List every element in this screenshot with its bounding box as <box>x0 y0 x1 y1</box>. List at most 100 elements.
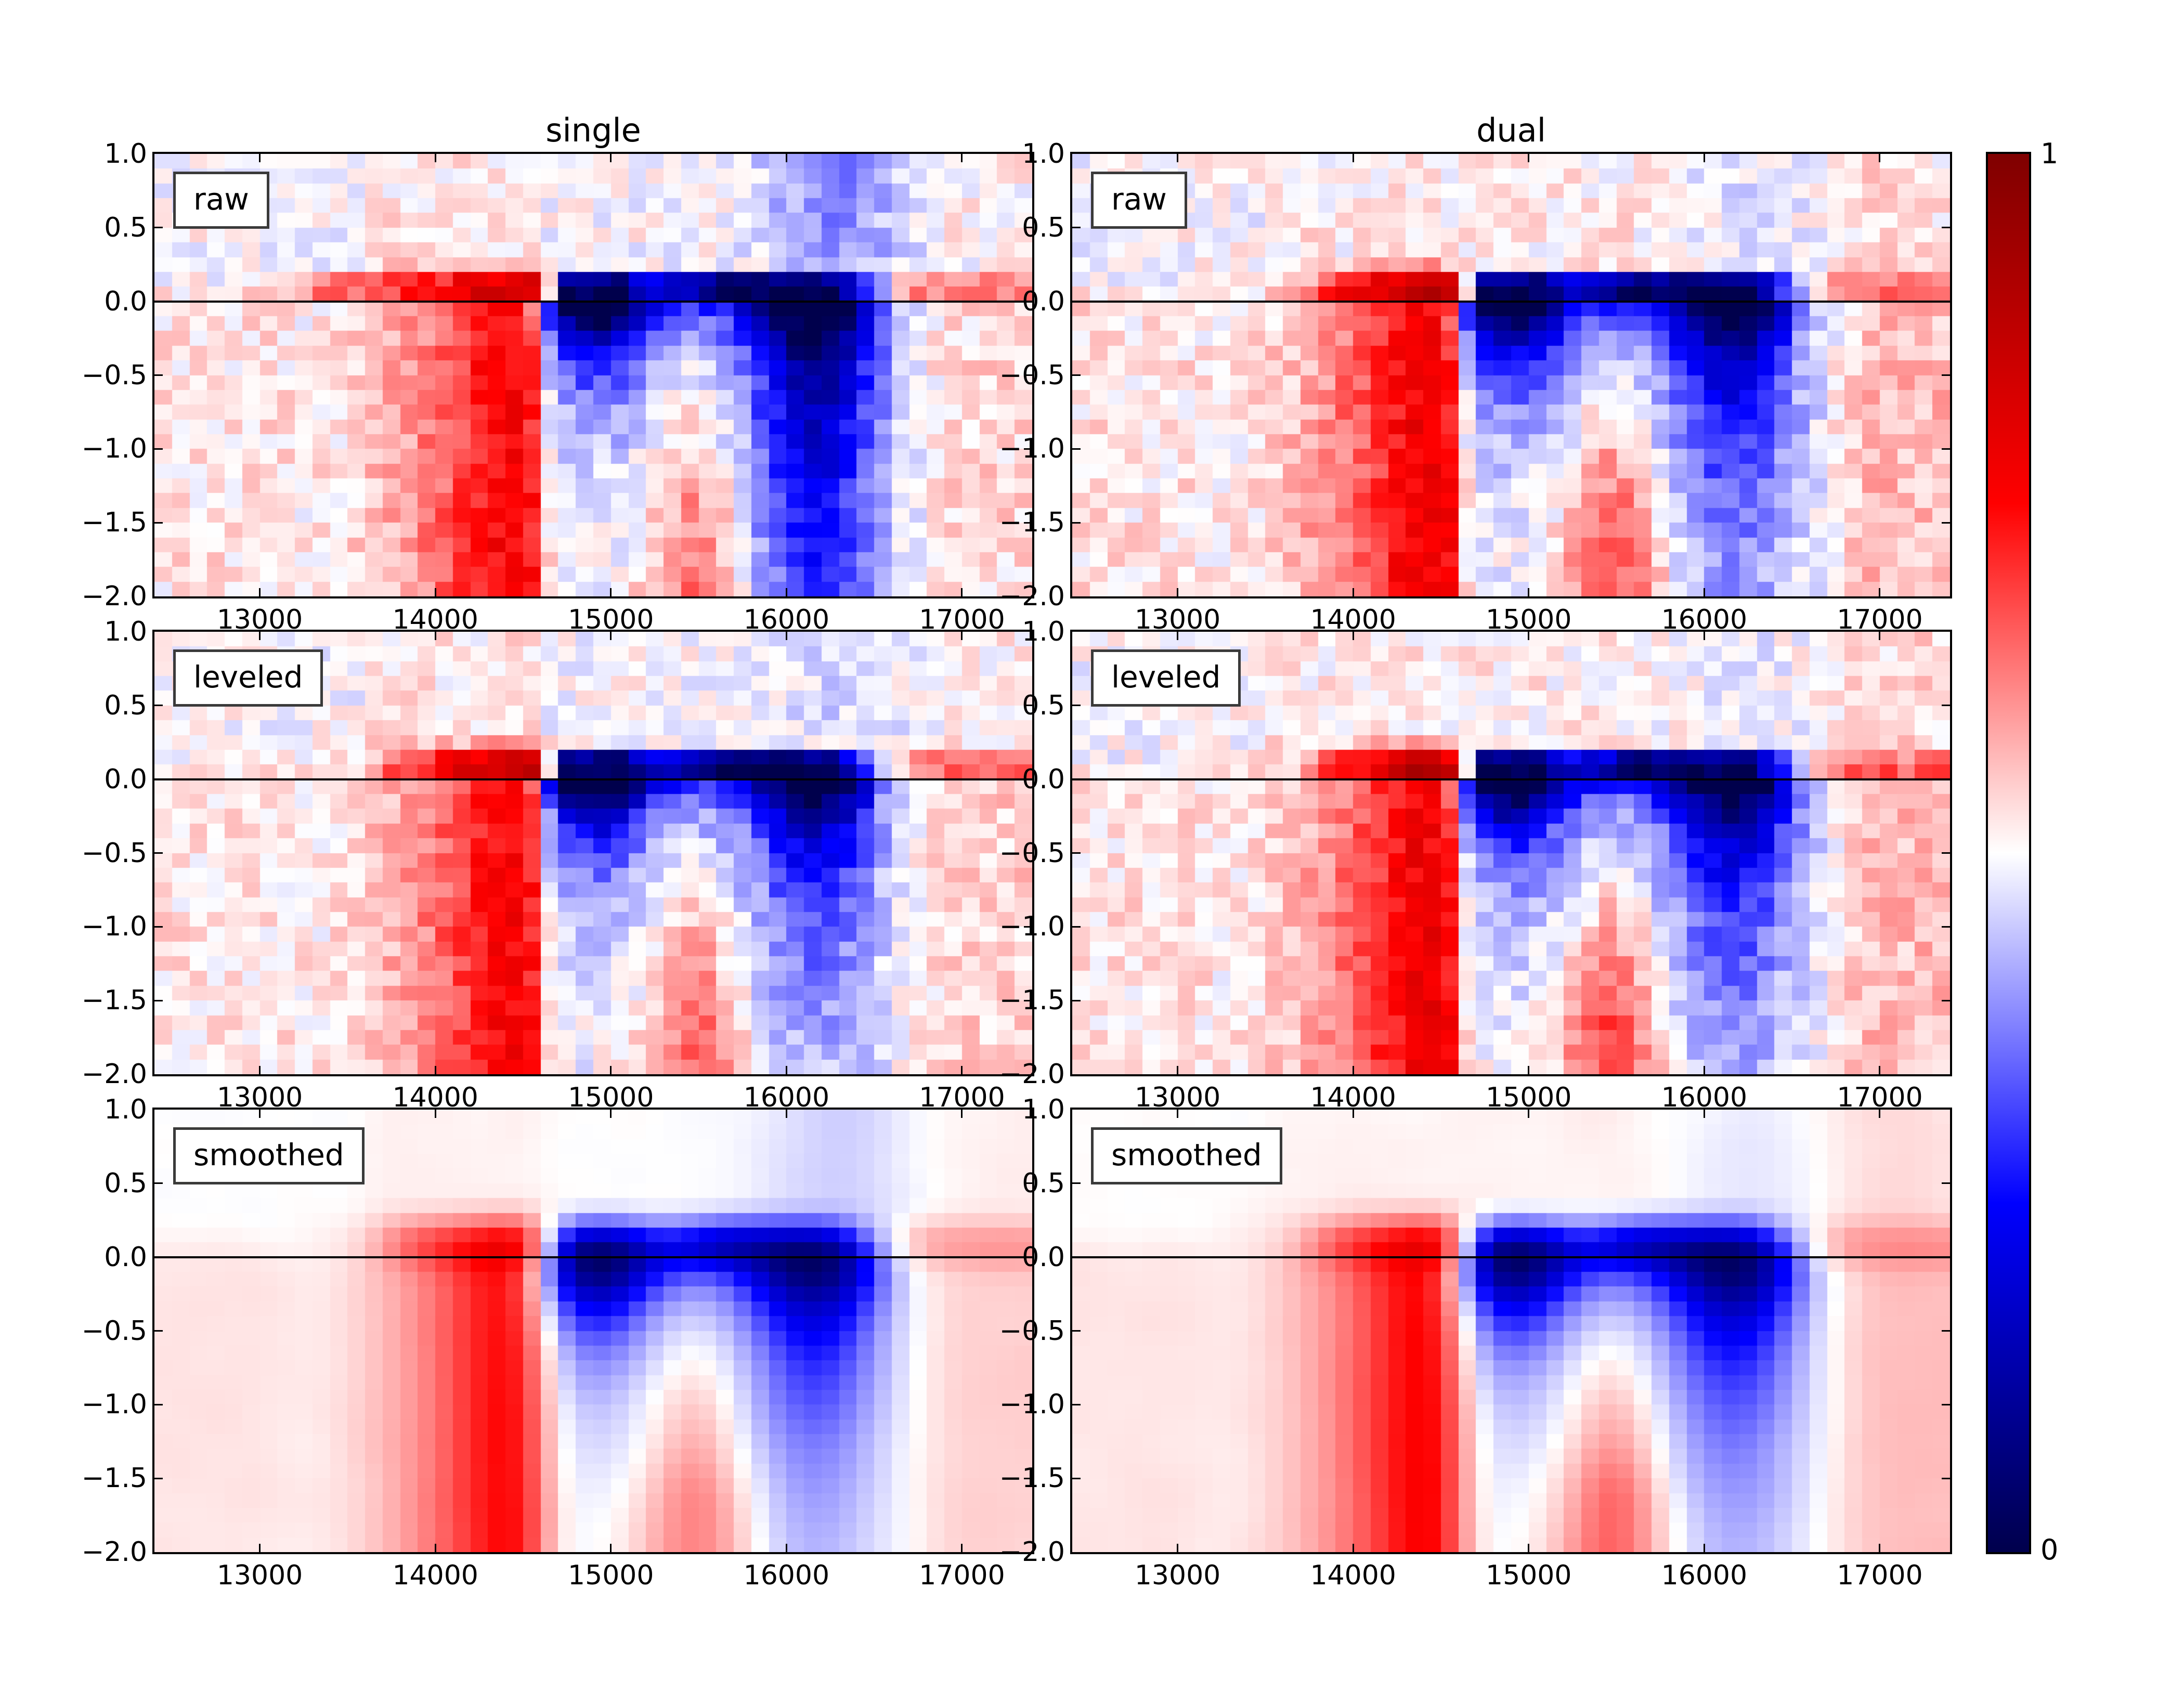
heatmap-raw-single <box>154 154 1032 596</box>
axis-tick-x <box>1177 1110 1179 1118</box>
axis-tick-y <box>1024 448 1032 450</box>
axis-tick-x <box>1879 588 1881 596</box>
axis-tick-x <box>961 154 963 162</box>
x-tick-label: 17000 <box>1837 1560 1923 1591</box>
y-tick-label: −1.5 <box>999 1463 1065 1494</box>
axis-tick-y <box>1024 1403 1032 1405</box>
axis-tick-x <box>1528 1066 1530 1074</box>
zero-line <box>1072 778 1950 780</box>
axis-tick-y <box>1024 705 1032 707</box>
y-tick-label: 1.0 <box>1022 616 1065 647</box>
y-tick-label: −2.0 <box>81 1059 147 1090</box>
axis-tick-x <box>785 154 787 162</box>
axis-tick-x <box>610 1544 612 1552</box>
row-badge-raw-single: raw <box>173 172 269 229</box>
axis-tick-x <box>785 1066 787 1074</box>
axis-tick-x <box>1177 632 1179 640</box>
panel-leveled-single: leveled <box>152 630 1034 1076</box>
y-tick-label: −0.5 <box>999 837 1065 869</box>
axis-tick-y <box>154 705 163 707</box>
y-tick-label: 1.0 <box>104 1094 147 1125</box>
axis-tick-x <box>259 1066 261 1074</box>
y-tick-label: 0.5 <box>1022 689 1065 721</box>
y-tick-label: 0.0 <box>1022 285 1065 317</box>
axis-tick-x <box>1703 632 1705 640</box>
axis-tick-x <box>1879 1544 1881 1552</box>
colorbar <box>1986 152 2031 1554</box>
axis-tick-x <box>1703 1066 1705 1074</box>
panel-smoothed-single: smoothed <box>152 1108 1034 1554</box>
y-tick-label: 1.0 <box>1022 1094 1065 1125</box>
axis-tick-y <box>1072 778 1081 780</box>
y-tick-label: −0.5 <box>999 359 1065 391</box>
axis-tick-x <box>259 632 261 640</box>
panel-leveled-dual: leveled <box>1070 630 1952 1076</box>
y-tick-label: −1.0 <box>81 911 147 943</box>
y-tick-label: 0.0 <box>1022 763 1065 795</box>
axis-tick-y <box>1024 1256 1032 1258</box>
y-tick-label: −1.5 <box>999 507 1065 539</box>
axis-tick-x <box>961 588 963 596</box>
y-tick-label: 1.0 <box>104 616 147 647</box>
row-badge-smoothed-dual: smoothed <box>1091 1127 1282 1184</box>
x-tick-label: 15000 <box>568 1560 654 1591</box>
x-tick-label: 14000 <box>392 1560 478 1591</box>
axis-tick-y <box>154 778 163 780</box>
axis-tick-y <box>154 1403 163 1405</box>
axis-tick-y <box>1942 1330 1950 1332</box>
axis-tick-x <box>1879 1066 1881 1074</box>
axis-tick-y <box>1024 227 1032 229</box>
axis-tick-y <box>1942 374 1950 376</box>
axis-tick-y <box>1942 705 1950 707</box>
axis-tick-y <box>154 999 163 1001</box>
zero-line <box>154 778 1032 780</box>
axis-tick-x <box>1703 1544 1705 1552</box>
row-badge-smoothed-single: smoothed <box>173 1127 365 1184</box>
axis-tick-y <box>1024 1477 1032 1479</box>
axis-tick-y <box>154 1256 163 1258</box>
y-tick-label: −0.5 <box>81 837 147 869</box>
panel-raw-single: raw <box>152 152 1034 598</box>
axis-tick-x <box>1352 1066 1354 1074</box>
axis-tick-y <box>1942 852 1950 854</box>
y-tick-label: 0.5 <box>104 1167 147 1199</box>
axis-tick-x <box>1352 1544 1354 1552</box>
axis-tick-x <box>1703 154 1705 162</box>
axis-tick-y <box>1072 374 1081 376</box>
axis-tick-x <box>1177 154 1179 162</box>
row-badge-raw-dual: raw <box>1091 172 1187 229</box>
x-tick-label: 16000 <box>743 1560 830 1591</box>
axis-tick-x <box>610 1110 612 1118</box>
axis-tick-y <box>1024 301 1032 303</box>
axis-tick-y <box>1024 926 1032 928</box>
axis-tick-y <box>1072 227 1081 229</box>
axis-tick-y <box>1942 1477 1950 1479</box>
axis-tick-y <box>1942 1182 1950 1184</box>
axis-tick-x <box>259 1544 261 1552</box>
y-tick-label: 0.0 <box>104 1241 147 1273</box>
axis-tick-y <box>1072 999 1081 1001</box>
y-tick-label: −0.5 <box>81 1315 147 1347</box>
y-tick-label: −2.0 <box>999 581 1065 612</box>
axis-tick-x <box>434 588 436 596</box>
y-tick-label: 0.0 <box>104 763 147 795</box>
axis-tick-y <box>1024 999 1032 1001</box>
axis-tick-y <box>1942 1403 1950 1405</box>
y-tick-label: 0.5 <box>1022 212 1065 243</box>
axis-tick-x <box>610 154 612 162</box>
axis-tick-y <box>154 852 163 854</box>
axis-tick-y <box>154 522 163 524</box>
axis-tick-y <box>1072 522 1081 524</box>
y-tick-label: −2.0 <box>999 1059 1065 1090</box>
axis-tick-y <box>1942 778 1950 780</box>
y-tick-label: −0.5 <box>81 359 147 391</box>
heatmap-raw-dual <box>1072 154 1950 596</box>
axis-tick-y <box>1942 301 1950 303</box>
axis-tick-x <box>1703 588 1705 596</box>
zero-line <box>1072 1256 1950 1258</box>
axis-tick-x <box>1177 588 1179 596</box>
axis-tick-x <box>1879 1110 1881 1118</box>
axis-tick-y <box>1072 852 1081 854</box>
x-tick-label: 13000 <box>216 1560 303 1591</box>
colorbar-gradient <box>1988 154 2029 1552</box>
